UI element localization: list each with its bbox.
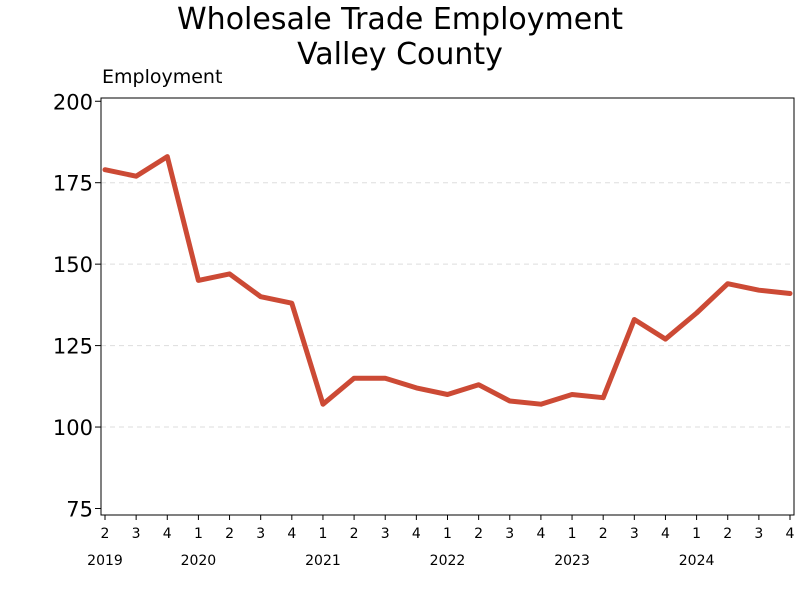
x-tick-label: 3 xyxy=(256,526,265,542)
y-tick-label: 150 xyxy=(53,253,93,277)
x-tick-label: 3 xyxy=(630,526,639,542)
plot-frame xyxy=(100,97,795,516)
year-label: 2021 xyxy=(305,553,341,569)
x-tick-label: 2 xyxy=(350,526,359,542)
x-tick-label: 4 xyxy=(536,526,545,542)
year-label: 2019 xyxy=(87,553,123,569)
year-label: 2022 xyxy=(430,553,466,569)
x-tick-label: 3 xyxy=(505,526,514,542)
year-label: 2020 xyxy=(181,553,217,569)
x-tick-label: 4 xyxy=(786,526,795,542)
x-tick-label: 2 xyxy=(474,526,483,542)
x-tick-label: 3 xyxy=(132,526,141,542)
year-label: 2023 xyxy=(554,553,590,569)
x-tick-label: 1 xyxy=(194,526,203,542)
title-block: Wholesale Trade Employment Valley County xyxy=(0,0,800,73)
x-tick-label: 4 xyxy=(661,526,670,542)
y-axis-label: Employment xyxy=(102,66,223,88)
x-tick-label: 1 xyxy=(568,526,577,542)
x-tick-label: 1 xyxy=(692,526,701,542)
x-tick-label: 4 xyxy=(412,526,421,542)
y-tick-label: 125 xyxy=(53,335,93,359)
year-label: 2024 xyxy=(679,553,715,569)
series-line xyxy=(102,154,793,407)
x-tick-label: 4 xyxy=(163,526,172,542)
x-tick-label: 2 xyxy=(723,526,732,542)
x-tick-label: 2 xyxy=(101,526,110,542)
x-tick-label: 4 xyxy=(287,526,296,542)
x-tick-label: 1 xyxy=(443,526,452,542)
x-tick-label: 3 xyxy=(754,526,763,542)
x-tick-label: 1 xyxy=(318,526,327,542)
x-tick-label: 2 xyxy=(599,526,608,542)
y-tick-label: 200 xyxy=(53,90,93,114)
chart-title: Wholesale Trade Employment xyxy=(177,2,623,37)
y-tick-label: 100 xyxy=(53,416,93,440)
x-tick-label: 2 xyxy=(225,526,234,542)
y-tick-label: 175 xyxy=(53,172,93,196)
x-tick-label: 3 xyxy=(381,526,390,542)
chart-subtitle: Valley County xyxy=(297,37,503,72)
y-tick-label: 75 xyxy=(66,497,93,521)
